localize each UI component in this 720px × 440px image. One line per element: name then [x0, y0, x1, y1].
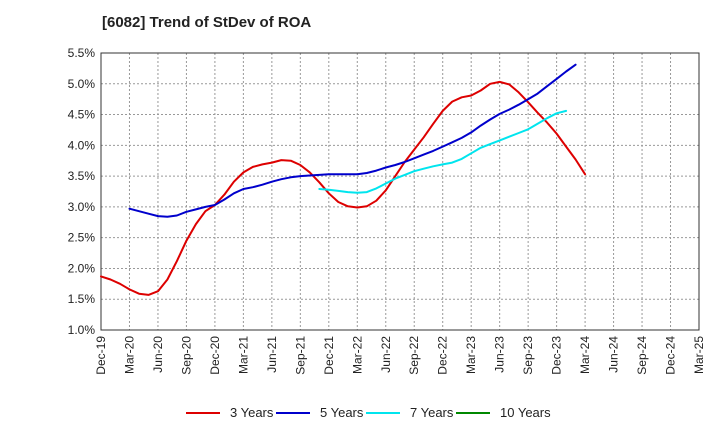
- legend-item-7-years: 7 Years: [366, 405, 453, 420]
- x-tick-label: Sep-21: [293, 336, 307, 375]
- x-tick-label: Dec-19: [94, 336, 108, 375]
- legend-item-10-years: 10 Years: [456, 405, 551, 420]
- x-tick-label: Dec-20: [208, 336, 222, 375]
- x-tick-label: Sep-20: [179, 336, 193, 375]
- y-tick-label: 3.0%: [68, 200, 96, 214]
- legend-swatch: [186, 411, 220, 414]
- series-line-5-years: [128, 63, 577, 218]
- legend-item-5-years: 5 Years: [276, 405, 363, 420]
- y-tick-label: 5.5%: [68, 46, 96, 60]
- x-tick-label: Mar-24: [578, 336, 592, 374]
- y-tick-label: 2.0%: [68, 261, 96, 275]
- legend-label: 5 Years: [320, 405, 364, 420]
- plot-area: [101, 53, 699, 330]
- x-tick-label: Jun-21: [265, 336, 279, 373]
- plot-border: [100, 52, 700, 331]
- x-tick-label: Dec-24: [664, 336, 678, 375]
- x-tick-label: Mar-23: [464, 336, 478, 374]
- y-tick-label: 4.5%: [68, 108, 96, 122]
- legend-label: 3 Years: [230, 405, 274, 420]
- x-tick-label: Sep-23: [521, 336, 535, 375]
- y-tick-label: 1.5%: [68, 292, 96, 306]
- legend-label: 10 Years: [500, 405, 551, 420]
- x-tick-label: Dec-23: [550, 336, 564, 375]
- y-tick-label: 1.0%: [68, 323, 96, 337]
- legend-swatch: [276, 411, 310, 414]
- x-tick-label: Mar-20: [122, 336, 136, 374]
- series-line-3-years: [100, 80, 587, 296]
- series-line-7-years: [318, 109, 568, 194]
- legend-swatch: [456, 411, 490, 414]
- x-tick-label: Dec-22: [436, 336, 450, 375]
- y-tick-label: 2.5%: [68, 231, 96, 245]
- x-tick-label: Sep-24: [635, 336, 649, 375]
- legend-label: 7 Years: [410, 405, 454, 420]
- x-tick-label: Jun-23: [493, 336, 507, 373]
- x-tick-label: Jun-20: [151, 336, 165, 373]
- x-tick-label: Dec-21: [322, 336, 336, 375]
- x-tick-label: Sep-22: [407, 336, 421, 375]
- x-tick-label: Mar-25: [692, 336, 706, 374]
- chart-title: [6082] Trend of StDev of ROA: [102, 14, 312, 31]
- x-tick-label: Mar-21: [236, 336, 250, 374]
- legend-swatch: [366, 411, 400, 414]
- y-tick-label: 3.5%: [68, 169, 96, 183]
- legend: 3 Years 5 Years 7 Years 10 Years: [0, 405, 720, 425]
- x-tick-label: Jun-24: [607, 336, 621, 373]
- legend-item-3-years: 3 Years: [186, 405, 273, 420]
- y-tick-label: 4.0%: [68, 138, 96, 152]
- x-tick-label: Mar-22: [350, 336, 364, 374]
- y-tick-label: 5.0%: [68, 77, 96, 91]
- x-tick-label: Jun-22: [379, 336, 393, 373]
